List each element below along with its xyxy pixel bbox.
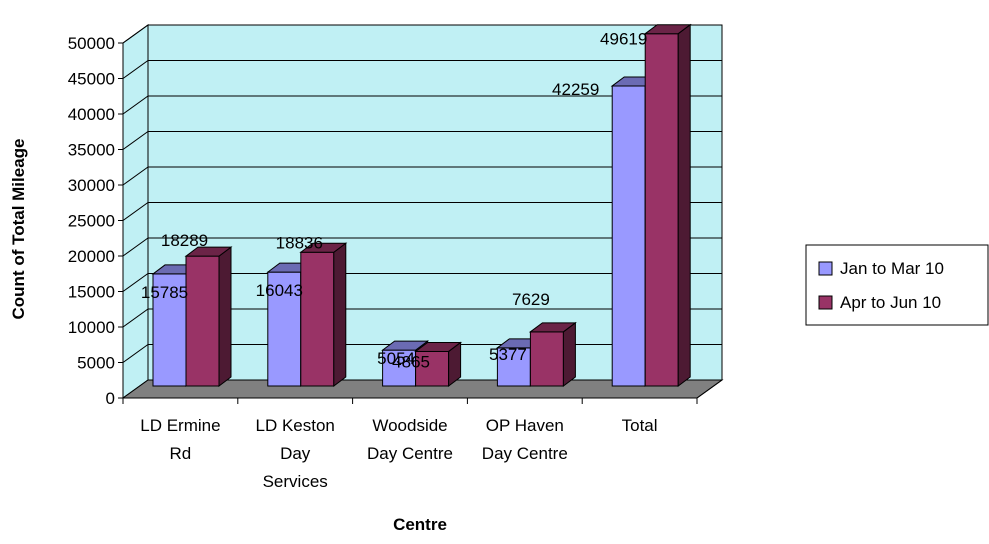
- bar-side: [218, 246, 232, 387]
- x-category-label: LD Ermine: [140, 416, 220, 435]
- bar-side: [333, 242, 347, 387]
- bar-front: [300, 251, 335, 387]
- data-label: 18836: [276, 233, 323, 252]
- y-tick-label: 40000: [68, 105, 115, 124]
- gridline: [122, 308, 722, 328]
- data-label: 7629: [512, 290, 550, 309]
- legend-label-apr-jun: Apr to Jun 10: [840, 293, 941, 312]
- x-axis-title: Centre: [393, 515, 447, 534]
- bar-top: [414, 341, 463, 352]
- bar-top: [184, 246, 233, 257]
- gridline: [122, 24, 722, 44]
- y-tick-label: 30000: [68, 176, 115, 195]
- bars-layer: [151, 23, 692, 387]
- bar-side: [562, 321, 576, 387]
- gridline: [122, 60, 722, 79]
- bar-front: [644, 33, 679, 387]
- bar: [528, 321, 577, 387]
- y-tick-label: 45000: [68, 70, 115, 89]
- gridline: [122, 273, 722, 292]
- x-category-label: Woodside: [372, 416, 447, 435]
- bar-front: [611, 85, 646, 387]
- bar-top: [643, 24, 692, 35]
- x-category-label: Total: [622, 416, 658, 435]
- bar: [299, 242, 348, 387]
- legend-label-jan-mar: Jan to Mar 10: [840, 259, 944, 278]
- y-axis-title: Count of Total Mileage: [9, 138, 28, 319]
- legend-box: [805, 244, 989, 326]
- data-label: 18289: [161, 231, 208, 250]
- data-label: 15785: [141, 283, 188, 302]
- bar-top: [299, 242, 348, 253]
- data-label: 4865: [392, 352, 430, 371]
- data-label: 16043: [256, 281, 303, 300]
- bar-top: [381, 340, 430, 351]
- gridline: [122, 131, 722, 150]
- bar: [643, 23, 692, 387]
- x-category-label: LD Keston: [256, 416, 335, 435]
- y-tick-label: 35000: [68, 141, 115, 160]
- gridline: [122, 166, 722, 186]
- bar-front: [185, 255, 220, 387]
- gridline: [122, 202, 722, 221]
- legend-swatch-apr-jun: [818, 295, 833, 310]
- y-tick-label: 15000: [68, 283, 115, 302]
- bar-side: [677, 23, 691, 387]
- x-category-label: Day Centre: [367, 444, 453, 463]
- axes-layer: 0 5000 10000 15000 20000 25000 30000 35000 40000…: [68, 34, 723, 491]
- legend: Jan to Mar 10 Apr to Jun 10: [805, 244, 989, 326]
- legend-swatch-jan-mar: [818, 261, 833, 276]
- data-label: 49619: [600, 30, 647, 49]
- bar-top: [528, 322, 577, 333]
- y-tick-label: 0: [106, 389, 115, 408]
- y-tick-label: 50000: [68, 34, 115, 53]
- data-label: 42259: [552, 80, 599, 99]
- gridline: [122, 237, 722, 257]
- data-label: 5054: [377, 349, 415, 368]
- x-category-label: Day: [280, 444, 311, 463]
- y-tick-label: 10000: [68, 318, 115, 337]
- floor-edge: [696, 379, 723, 399]
- y-tick-label: 5000: [77, 354, 115, 373]
- bar: [414, 341, 463, 387]
- x-category-label: Day Centre: [482, 444, 568, 463]
- gridline: [122, 95, 722, 115]
- bar: [184, 246, 233, 387]
- bar-front: [529, 331, 564, 387]
- x-category-label: Services: [263, 472, 328, 491]
- x-category-label: OP Haven: [486, 416, 564, 435]
- x-category-label: Rd: [170, 444, 192, 463]
- y-tick-label: 25000: [68, 212, 115, 231]
- gridlines-layer: [122, 24, 722, 363]
- y-tick-label: 20000: [68, 247, 115, 266]
- data-label: 5377: [489, 345, 527, 364]
